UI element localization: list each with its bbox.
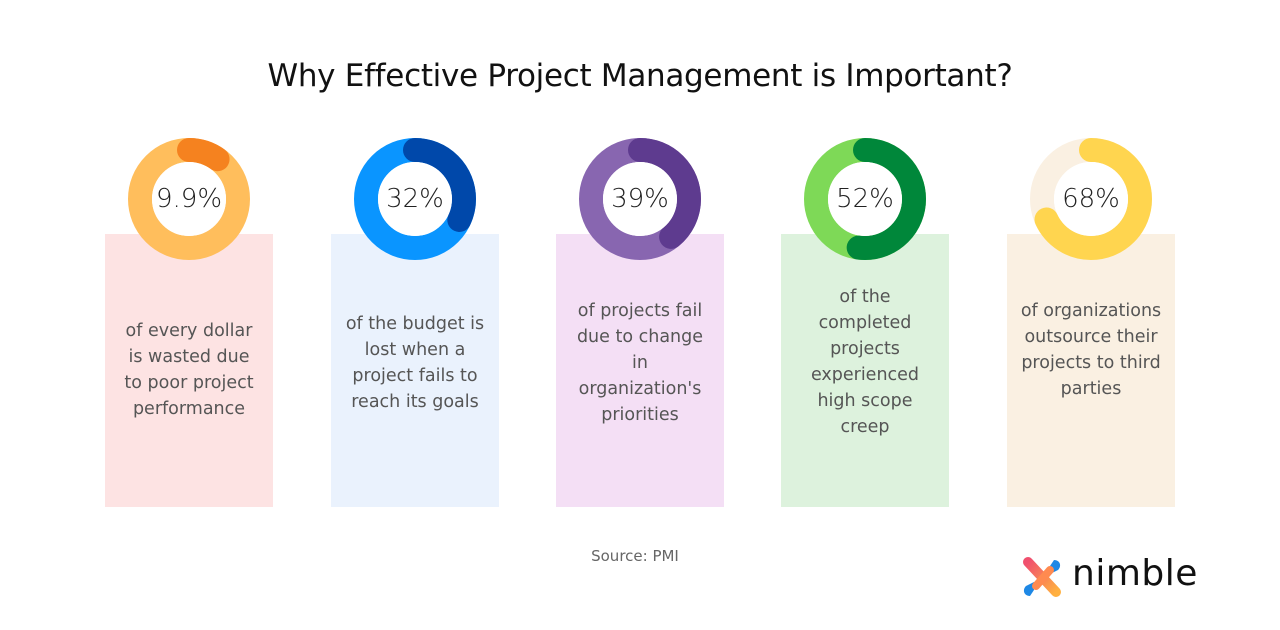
stat-card: of the completed projects experienced hi… <box>781 234 949 507</box>
stat-card: of organizations outsource their project… <box>1007 234 1175 507</box>
donut-value-label: 32% <box>386 184 444 214</box>
stat-card: of projects fail due to change in organi… <box>556 234 724 507</box>
donut-value-arc <box>354 138 476 260</box>
donut-value-label: 68% <box>1062 184 1120 214</box>
stat-description: of every dollar is wasted due to poor pr… <box>124 321 254 419</box>
donut-value-label: 39% <box>611 184 669 214</box>
donut-chart: 52% <box>804 138 926 260</box>
logo-text: nimble <box>1072 553 1198 594</box>
donut-chart: 32% <box>354 138 476 260</box>
donut-value-arc <box>804 138 926 260</box>
donut-value-label: 9.9% <box>155 184 223 214</box>
stat-description: of projects fail due to change in organi… <box>576 301 704 425</box>
donut-chart: 68% <box>1030 138 1152 260</box>
source-note: Source: PMI <box>591 547 679 565</box>
donut-value-arc <box>579 138 701 260</box>
donut-chart: 39% <box>579 138 701 260</box>
page-title: Why Effective Project Management is Impo… <box>267 58 1013 94</box>
nimble-logo-icon <box>1023 557 1061 597</box>
donut-chart: 9.9% <box>128 138 250 260</box>
stat-card: of every dollar is wasted due to poor pr… <box>105 234 273 507</box>
stat-description: of organizations outsource their project… <box>1020 301 1162 399</box>
donut-value-arc <box>128 138 250 260</box>
nimble-logo: nimble <box>1020 553 1210 600</box>
donut-value-label: 52% <box>836 184 894 214</box>
donut-value-arc <box>1030 138 1152 260</box>
stat-description: of the completed projects experienced hi… <box>810 287 920 437</box>
stat-card: of the budget is lost when a project fai… <box>331 234 499 507</box>
stat-description: of the budget is lost when a project fai… <box>345 314 485 412</box>
